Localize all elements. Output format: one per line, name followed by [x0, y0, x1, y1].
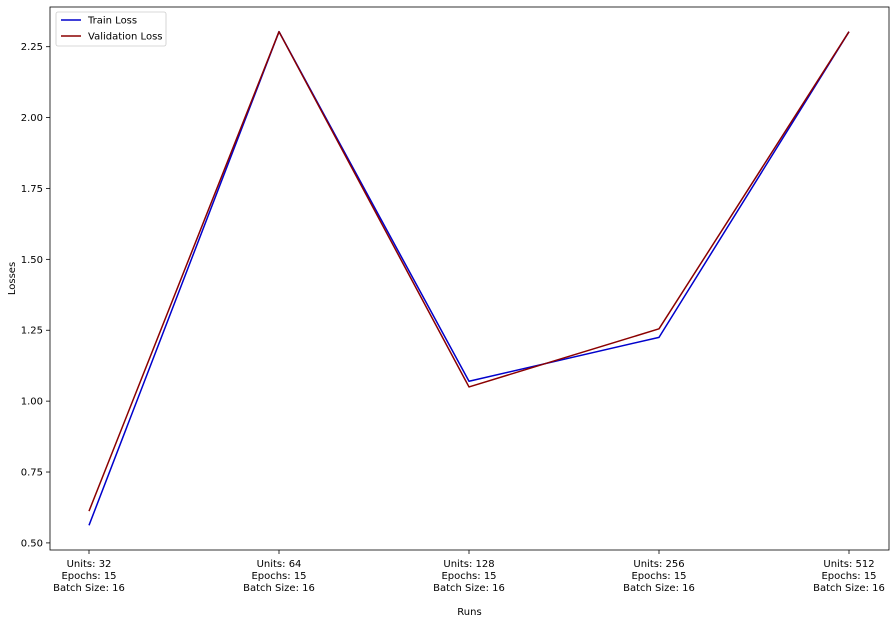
x-axis-label: Runs — [457, 607, 481, 618]
series-lines — [88, 30, 850, 526]
x-tick-label-line: Epochs: 15 — [631, 571, 686, 582]
x-tick-label-line: Epochs: 15 — [251, 571, 306, 582]
x-tick-label-line: Units: 64 — [257, 559, 302, 570]
x-tick-label: Units: 512 Epochs: 15 Batch Size: 16 — [813, 559, 885, 594]
y-tick-label: 0.50 — [21, 538, 43, 549]
y-tick-label: 1.00 — [21, 397, 43, 408]
x-tick-label-line: Batch Size: 16 — [623, 583, 695, 594]
x-tick-label-line: Epochs: 15 — [61, 571, 116, 582]
y-tick-label: 1.75 — [21, 184, 43, 195]
legend-label: Validation Loss — [88, 32, 163, 43]
x-tick-label: Units: 32 Epochs: 15 Batch Size: 16 — [53, 559, 125, 594]
x-tick-label: Units: 256 Epochs: 15 Batch Size: 16 — [623, 559, 695, 594]
y-tick-label: 2.00 — [21, 113, 43, 124]
x-tick-label-line: Batch Size: 16 — [433, 583, 505, 594]
y-tick-label: 2.25 — [21, 42, 43, 53]
x-tick-label-line: Batch Size: 16 — [813, 583, 885, 594]
x-tick-label: Units: 64 Epochs: 15 Batch Size: 16 — [243, 559, 315, 594]
x-axis: Units: 32 Epochs: 15 Batch Size: 16Units: … — [53, 550, 885, 594]
series-line-train-loss — [88, 30, 850, 526]
legend-box — [55, 11, 167, 47]
legend: Train Loss Validation Loss — [55, 11, 167, 47]
x-tick-label-line: Units: 256 — [633, 559, 684, 570]
y-tick-label: 1.50 — [21, 255, 43, 266]
y-axis: 0.50 0.75 1.00 1.25 1.50 1.75 2.00 2.25 — [21, 42, 50, 549]
legend-label: Train Loss — [87, 16, 137, 27]
x-tick-label-line: Epochs: 15 — [441, 571, 496, 582]
y-tick-label: 1.25 — [21, 326, 43, 337]
x-tick-label-line: Batch Size: 16 — [53, 583, 125, 594]
y-tick-label: 0.75 — [21, 468, 43, 479]
x-tick-label-line: Epochs: 15 — [821, 571, 876, 582]
series-line-validation-loss — [88, 30, 850, 512]
x-tick-label-line: Batch Size: 16 — [243, 583, 315, 594]
x-tick-label-line: Units: 128 — [443, 559, 494, 570]
x-tick-label-line: Units: 512 — [823, 559, 874, 570]
x-tick-label-line: Units: 32 — [67, 559, 112, 570]
x-tick-label: Units: 128 Epochs: 15 Batch Size: 16 — [433, 559, 505, 594]
y-axis-label: Losses — [7, 262, 18, 295]
plot-area — [49, 6, 890, 551]
